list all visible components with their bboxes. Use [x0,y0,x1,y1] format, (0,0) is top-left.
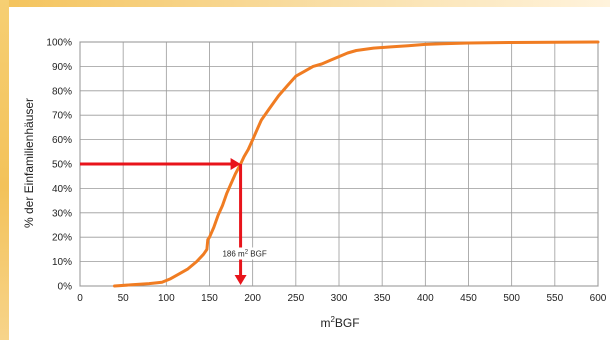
horizontal-arrowhead [230,158,241,170]
frame-top-edge [0,0,610,7]
y-tick-label: 0% [58,282,73,293]
cumulative-series-line [113,40,600,288]
x-tick-label: 0 [77,293,83,304]
annotation-label-bg [211,247,278,260]
tick-labels: 0 50 100 150 200 250 300 350 400 450 500 550 600 0% 10… [46,38,606,305]
y-tick-label: 50% [52,160,72,171]
annotation: 186 m2 BGF [80,158,278,285]
x-tick-label: 250 [287,293,304,304]
x-tick-label: 550 [546,293,563,304]
y-tick-label: 20% [52,233,72,244]
x-axis-title: m2BGF [320,315,359,330]
y-tick-label: 90% [52,62,72,73]
x-tick-label: 150 [201,293,218,304]
x-tick-label: 100 [158,293,175,304]
y-tick-label: 40% [52,184,72,195]
y-tick-label: 10% [52,257,72,268]
x-tick-label: 600 [590,293,607,304]
x-tick-label: 400 [417,293,434,304]
y-tick-label: 70% [52,111,72,122]
x-tick-label: 300 [331,293,348,304]
series [113,40,600,288]
y-axis-title: % der Einfamilienhäuser [22,98,36,228]
y-tick-label: 30% [52,208,72,219]
x-tick-label: 500 [503,293,520,304]
y-tick-label: 60% [52,135,72,146]
x-tick-label: 200 [244,293,261,304]
y-tick-label: 80% [52,86,72,97]
frame-left-edge [0,0,9,340]
y-tick-label: 100% [46,38,72,49]
x-tick-label: 350 [374,293,391,304]
annotation-label: 186 m2 BGF [222,250,266,259]
vertical-arrowhead [234,275,247,285]
x-tick-label: 450 [460,293,477,304]
x-tick-label: 50 [118,293,130,304]
